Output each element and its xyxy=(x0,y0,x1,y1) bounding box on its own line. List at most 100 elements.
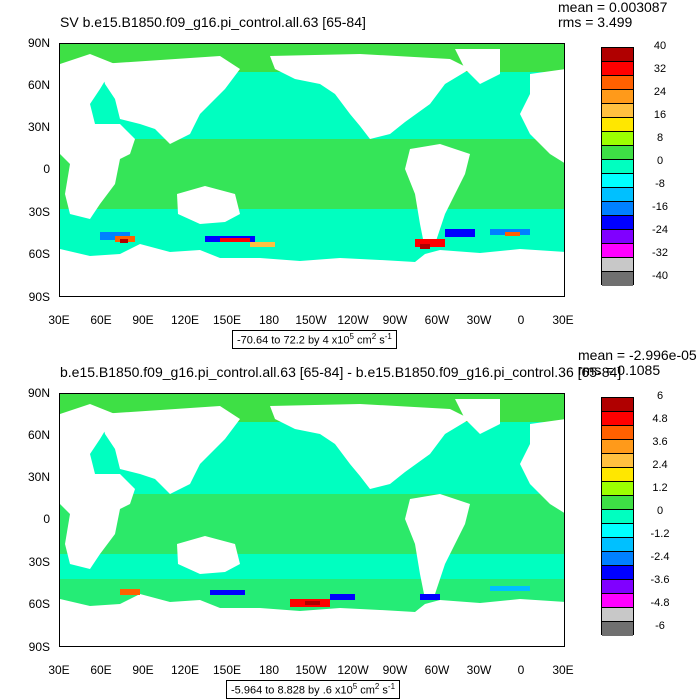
colorbar-label: -2.4 xyxy=(650,550,670,563)
australia xyxy=(177,186,240,224)
colorbar-label: 24 xyxy=(653,85,667,98)
x-label-150E: 150E xyxy=(212,313,242,327)
colorbar-swatch xyxy=(602,132,633,146)
australia xyxy=(177,536,240,574)
colorbar xyxy=(601,397,634,636)
north-america xyxy=(270,404,470,489)
panel-top: SV b.e15.B1850.f09_g16.pi_control.all.63… xyxy=(27,0,668,349)
colorbar-label: 0 xyxy=(656,504,664,517)
colorbar-swatch xyxy=(602,398,633,412)
colorbar-swatch xyxy=(602,62,633,76)
south-america xyxy=(405,144,470,249)
x-label-60W: 60W xyxy=(424,663,450,677)
y-label-30N: 30N xyxy=(27,120,50,134)
colorbar-label: 0 xyxy=(656,154,664,167)
y-label-90N: 90N xyxy=(27,386,50,400)
colorbar-label: -40 xyxy=(652,269,668,282)
colorbar-swatch xyxy=(602,272,633,286)
x-label-120E: 120E xyxy=(170,313,200,327)
colorbar-swatch xyxy=(602,594,633,608)
x-label-150W: 150W xyxy=(295,663,327,677)
colorbar-swatch xyxy=(602,566,633,580)
subtropic-band xyxy=(60,209,564,231)
colorbar-swatch xyxy=(602,90,633,104)
map-title: b.e15.B1850.f09_g16.pi_control.all.63 [6… xyxy=(60,364,622,380)
colorbar-swatch xyxy=(602,468,633,482)
colorbar-label: 3.6 xyxy=(652,435,668,448)
x-label-120E: 120E xyxy=(170,663,200,677)
africa-europe xyxy=(60,404,135,569)
asia xyxy=(100,406,240,494)
rms-label: rms = 3.499 xyxy=(558,14,633,30)
colorbar-swatch xyxy=(602,48,633,62)
colorbar-swatch xyxy=(602,174,633,188)
colorbar-label: -6 xyxy=(655,619,665,632)
colorbar-label: -8 xyxy=(655,177,665,190)
greenland xyxy=(455,49,500,84)
europe-africa-east xyxy=(520,69,564,163)
colorbar-swatch xyxy=(602,510,633,524)
colorbar-label: -4.8 xyxy=(650,596,670,609)
colorbar-label: -3.6 xyxy=(650,573,670,586)
colorbar-swatch xyxy=(602,524,633,538)
y-label-30S: 30S xyxy=(28,555,50,569)
map-title: SV b.e15.B1850.f09_g16.pi_control.all.63… xyxy=(60,14,366,30)
colorbar-swatch xyxy=(602,230,633,244)
colorbar-label: 16 xyxy=(653,108,667,121)
colorbar-swatch xyxy=(602,482,633,496)
africa-europe xyxy=(60,54,135,219)
x-label-180: 180 xyxy=(258,313,280,327)
mean-label: mean = -2.996e-05 xyxy=(578,347,697,363)
colorbar-label: -1.2 xyxy=(650,527,670,540)
x-label-30W: 30W xyxy=(466,313,492,327)
x-label-30W: 30W xyxy=(466,663,492,677)
colorbar-swatch xyxy=(602,216,633,230)
map-plot-area xyxy=(59,43,565,297)
map-plot-area xyxy=(59,393,565,647)
tropical-band xyxy=(60,139,564,209)
x-label-90E: 90E xyxy=(132,663,154,677)
colorbar-swatch xyxy=(602,552,633,566)
colorbar-swatch xyxy=(602,244,633,258)
x-label-60E: 60E xyxy=(90,663,112,677)
colorbar-swatch xyxy=(602,580,633,594)
colorbar-swatch xyxy=(602,118,633,132)
colorbar-swatch xyxy=(602,160,633,174)
y-label-0: 0 xyxy=(43,162,50,176)
world-map xyxy=(60,44,564,296)
colorbar-swatch xyxy=(602,188,633,202)
x-label-120W: 120W xyxy=(337,663,369,677)
x-label-60E: 60E xyxy=(90,313,112,327)
x-label-30E: 30E xyxy=(48,663,70,677)
colorbar-swatch xyxy=(602,440,633,454)
x-label-30E-end: 30E xyxy=(552,313,574,327)
hotspots xyxy=(100,229,530,249)
y-label-60S: 60S xyxy=(28,597,50,611)
y-label-60N: 60N xyxy=(27,428,50,442)
colorbar-label: 6 xyxy=(656,390,664,402)
y-label-30N: 30N xyxy=(27,470,50,484)
y-label-90S: 90S xyxy=(28,640,50,654)
colorbar-swatch xyxy=(602,426,633,440)
north-america xyxy=(270,54,470,139)
colorbar-swatch xyxy=(602,202,633,216)
panel-bottom: b.e15.B1850.f09_g16.pi_control.all.63 [6… xyxy=(0,347,700,700)
tropical-band xyxy=(60,494,564,554)
south-america xyxy=(405,494,470,599)
y-label-0: 0 xyxy=(43,512,50,526)
antarctica xyxy=(60,594,564,646)
colorbar-swatch xyxy=(602,454,633,468)
x-label-90W: 90W xyxy=(382,313,408,327)
x-label-150W: 150W xyxy=(295,313,327,327)
colorbar-label: 4.8 xyxy=(652,412,668,425)
greenland xyxy=(455,399,500,434)
colorbar-swatch xyxy=(602,622,633,636)
world-map xyxy=(60,394,564,646)
x-label-0: 0 xyxy=(517,313,525,327)
y-label-60N: 60N xyxy=(27,78,50,92)
y-label-60S: 60S xyxy=(28,247,50,261)
mean-label: mean = 0.003087 xyxy=(558,0,668,15)
antarctica xyxy=(60,244,564,296)
colorbar-label: -24 xyxy=(652,223,668,236)
europe-africa-east xyxy=(520,419,564,513)
